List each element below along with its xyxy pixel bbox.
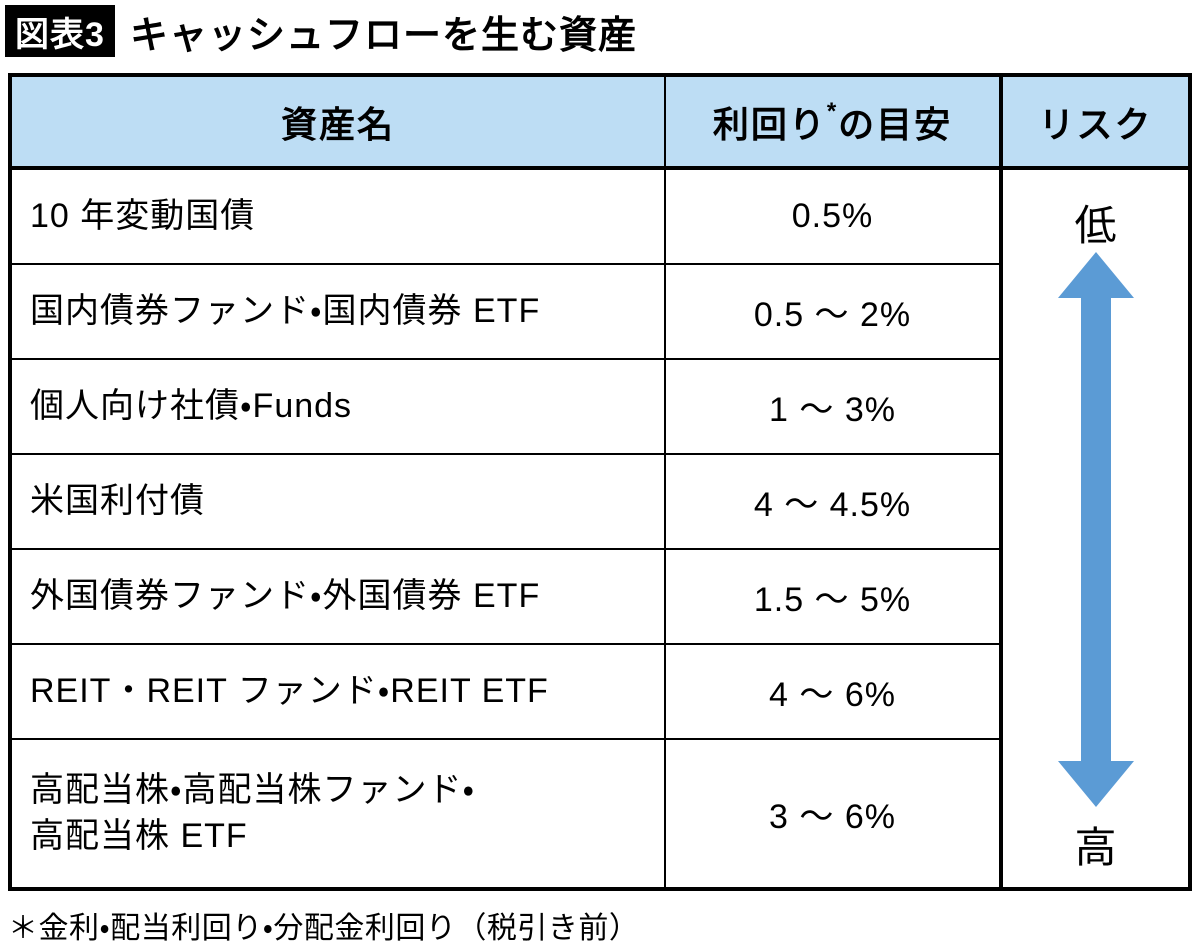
figure-title: 図表3 キャッシュフローを生む資産 [5,4,637,58]
table-row-yield: 1 ～ 3% [666,360,1003,455]
risk-double-arrow-shape [1057,252,1134,807]
table-row-yield: 0.5 ～ 2% [666,265,1003,360]
column-header-risk: リスク [1003,77,1188,170]
yield-header-post: の目安 [838,103,953,145]
column-header-asset: 資産名 [12,77,666,170]
risk-high-label: 高 [1074,824,1117,871]
risk-low-label: 低 [1074,202,1117,249]
page-title: キャッシュフローを生む資産 [130,14,638,57]
yield-asterisk: * [826,97,839,125]
table-row-yield: 4 ～ 6% [666,645,1003,740]
table-row-asset-name: 米国利付債 [12,455,666,550]
table-row-yield: 3 ～ 6% [666,740,1003,887]
table-row-asset-name: 高配当株・高配当株ファンド・ 高配当株 ETF [12,740,666,887]
figure-number-badge: 図表3 [5,5,115,57]
table-row-asset-name: 国内債券ファンド・国内債券 ETF [12,265,666,360]
yield-header-pre: 利回り [712,103,827,145]
footnote: ＊金利・配当利回り・分配金利回り（税引き前） [8,912,640,945]
table-row-asset-name: 10 年変動国債 [12,170,666,265]
table-row-yield: 4 ～ 4.5% [666,455,1003,550]
risk-double-arrow-icon [1057,252,1134,807]
table-row-yield: 0.5% [666,170,1003,265]
table-row-asset-name: 個人向け社債・Funds [12,360,666,455]
table-row-yield: 1.5 ～ 5% [666,550,1003,645]
risk-scale-cell: 低 高 [1003,170,1188,887]
column-header-yield: 利回り * の目安 [666,77,1003,170]
asset-yield-risk-table: 資産名 利回り * の目安 リスク 10 年変動国債 0.5% 国内債券ファンド・国… [8,73,1192,891]
table-row-asset-name: REIT・REIT ファンド・REIT ETF [12,645,666,740]
table-row-asset-name: 外国債券ファンド・外国債券 ETF [12,550,666,645]
